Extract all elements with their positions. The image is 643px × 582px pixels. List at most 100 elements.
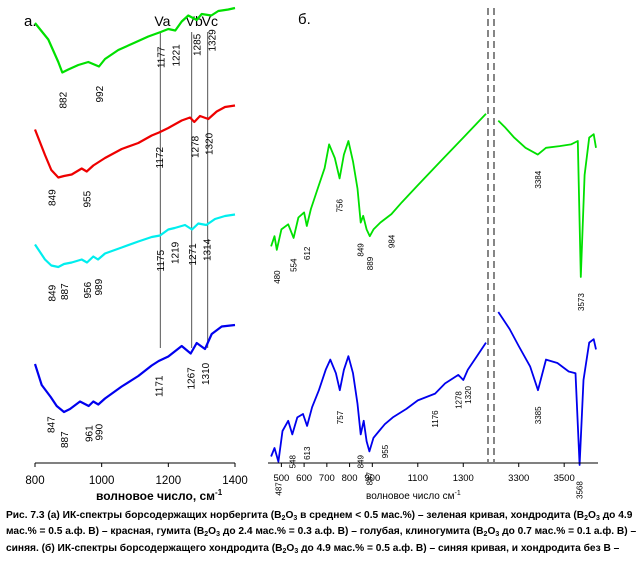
caption-part-7: до 2.4 мас.% = 0.3 а.ф. B) – голубая, кл… [220,526,484,538]
caption-part-4: O [588,510,596,521]
caption-sub-6: 3 [216,531,221,539]
tick-label-b-8: 3500 [554,473,575,484]
peak-label-a-0-1: 992 [95,85,106,102]
tick-label-b-5: 1100 [408,473,428,484]
spectrum-a-1 [33,104,236,179]
peak-labels-b: 4805546127568498899843384357348754861375… [273,170,586,499]
peak-label-a-1-2: 1172 [155,147,166,169]
peak-label-a-0-5: 1329 [207,29,218,52]
peak-label-a-0-4: 1285 [193,33,204,56]
peak-label-a-1-4: 1320 [204,132,215,155]
reference-label-va: Va [154,13,170,29]
peak-label-b-0-8: 3573 [577,293,586,311]
peak-label-a-2-0: 849 [47,284,58,301]
caption-part-1: Рис. 7.3 (а) ИК-спектры борсодержащих но… [6,510,282,521]
spectrum-b-1-low [270,342,487,463]
caption-sub-10: 3 [294,547,299,555]
peak-label-a-2-1: 887 [60,283,71,300]
peak-label-a-3-3: 990 [94,423,105,440]
tick-label-b-4: 900 [364,473,380,484]
tick-label-b-0: 500 [273,473,289,484]
peak-label-b-1-7: 1176 [431,410,440,428]
peak-label-a-2-6: 1271 [188,243,199,266]
peak-label-a-3-4: 1171 [155,375,166,397]
peak-label-b-0-2: 612 [303,246,312,260]
peak-label-a-3-0: 847 [47,416,58,433]
peak-label-b-0-5: 889 [366,256,375,270]
peak-label-a-2-4: 1175 [156,250,167,272]
tick-label-b-3: 800 [342,473,358,484]
tick-label-a-3: 1400 [222,475,248,487]
panel-b: б. 4805546127568498899843384357348754861… [268,8,598,502]
spectra-b [270,113,597,466]
tick-label-a-0: 800 [25,475,44,487]
spectrum-b-0-low [270,113,487,251]
caption-sub-3: 2 [584,515,589,522]
spectrum-b-0-high [497,119,597,278]
peak-label-a-1-0: 849 [47,189,58,206]
peak-label-a-2-2: 956 [83,281,94,298]
peak-label-a-1-1: 955 [83,190,94,207]
peak-label-b-0-3: 756 [336,199,345,213]
peak-label-b-0-0: 480 [273,270,282,284]
peak-label-b-1-4: 849 [357,455,366,469]
peak-label-a-3-1: 887 [60,431,71,448]
tick-label-b-1: 600 [296,473,312,484]
peak-label-b-1-11: 3568 [576,481,585,499]
caption-part-10: O [286,542,295,554]
peak-label-a-2-3: 989 [94,278,105,295]
tick-label-b-7: 3300 [508,473,529,484]
caption-part-5: до 4.9 мас.% = 0.5 а.ф. B) – красная, гу… [6,510,633,538]
spectrum-a-0 [34,6,236,74]
tick-label-a-2: 1200 [156,475,182,487]
peak-label-b-0-4: 849 [357,243,366,257]
peak-label-a-2-5: 1219 [171,241,182,264]
caption-part-9: до 0.7 мас.% = 0.1 а.ф. B) –синяя. (б) И… [6,526,637,554]
peak-label-b-1-5: 887 [365,472,374,486]
figure-caption: Рис. 7.3 (а) ИК-спектры борсодержащих но… [6,509,638,581]
x-axis-label-a-text: волновое число, см [96,489,215,503]
caption-sub-5: 2 [204,531,209,539]
panel-b-label: б. [298,11,311,28]
peak-label-a-3-5: 1267 [187,367,198,390]
spectrum-b-1-high [497,311,597,466]
peak-label-a-3-2: 961 [85,425,96,442]
tick-label-b-6: 1300 [453,473,474,484]
x-axis-label-b-text: волновое число см [366,491,455,502]
panel-a-label: а. [24,13,37,30]
peak-label-a-0-0: 882 [58,91,69,108]
caption-part-2: O [285,510,294,521]
peak-label-a-2-7: 1314 [202,238,213,261]
peak-label-b-1-6: 955 [381,444,390,458]
peak-label-b-1-1: 548 [288,455,297,469]
peak-labels-a: 882 992 1177 1221 1285 1329 849 955 1172 1278 1320… [47,29,219,448]
caption-part-11: до 4.9 мас.% = 0.5 а.ф. B) – синяя крива… [298,542,620,554]
caption-sub-4: 3 [595,515,600,522]
caption-sub-1: 2 [281,515,286,522]
caption-sub-8: 3 [495,531,500,539]
x-axis-label-b: волновое число см-1 [366,490,461,502]
peak-label-b-1-3: 757 [336,410,345,424]
caption-sub-9: 2 [282,547,287,555]
reference-label-vc: Vc [202,13,218,29]
x-axis-label-b-sup: -1 [455,490,461,497]
peak-label-a-1-3: 1278 [190,135,201,158]
peak-label-a-3-6: 1310 [201,362,212,385]
x-axis-label-a: волновое число, см-1 [96,488,223,503]
spectra-a [33,6,236,414]
peak-label-b-1-0: 487 [274,482,283,496]
x-ticks-a: 800 1000 1200 1400 [25,463,248,487]
caption-part-3: в среднем < 0.5 мас.%) – зеленая кривая,… [297,510,585,521]
spectrum-a-2 [34,213,236,269]
peak-label-a-0-3: 1221 [171,44,182,67]
peak-label-b-1-8: 1278 [454,391,463,409]
x-axis-label-a-sup: -1 [215,488,223,497]
caption-part-6: O [208,526,217,538]
peak-label-b-0-7: 3384 [534,170,543,188]
peak-label-b-1-2: 613 [303,446,312,460]
peak-label-b-0-6: 984 [387,234,396,248]
caption-sub-7: 2 [483,531,488,539]
x-ticks-b: 500 600 700 800 900 1100 1300 3300 3500 [273,463,575,484]
